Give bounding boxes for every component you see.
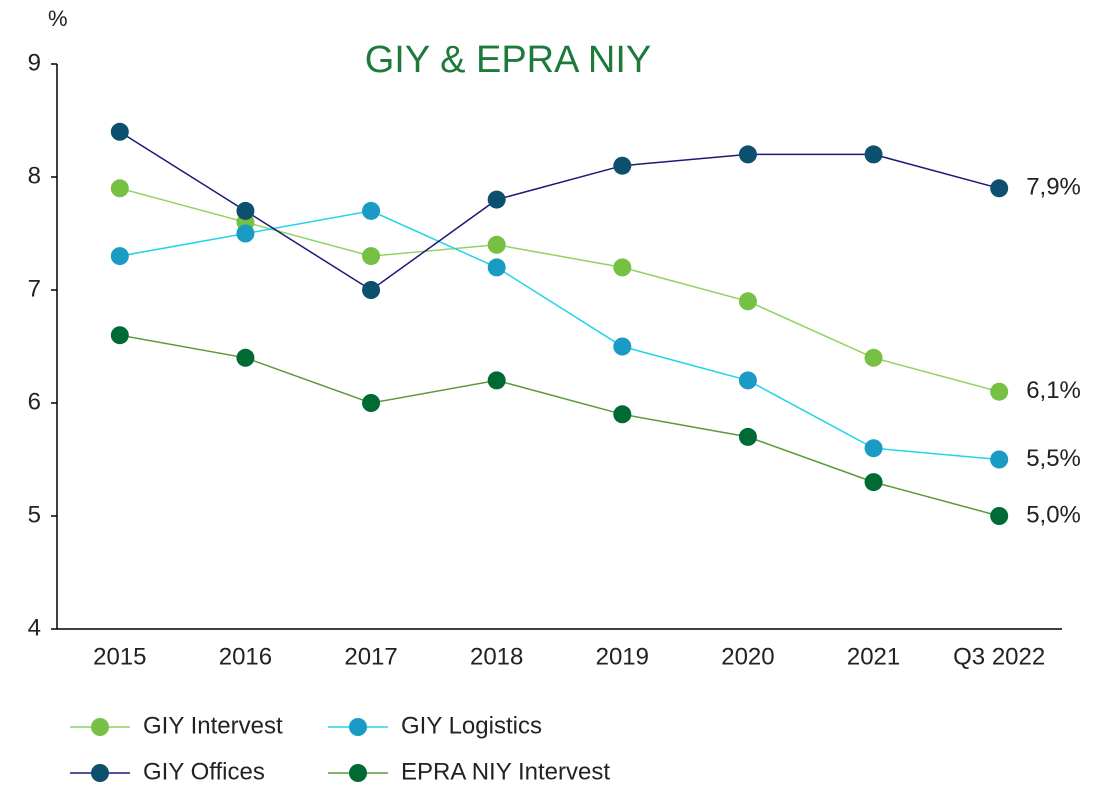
data-point [110, 179, 129, 198]
data-point [990, 179, 1009, 198]
y-tick-label: 8 [28, 162, 41, 189]
data-point [487, 235, 506, 254]
chart-title: GIY & EPRA NIY [365, 39, 652, 81]
y-axis-label: % [48, 6, 68, 31]
data-point [613, 156, 632, 175]
legend-label: EPRA NIY Intervest [401, 758, 610, 785]
series-line [119, 334, 1000, 517]
data-label: 7,9% [1026, 174, 1081, 201]
data-point [362, 201, 381, 220]
y-tick-label: 9 [28, 49, 41, 76]
data-point [362, 281, 381, 299]
data-point [864, 473, 883, 492]
data-point [487, 190, 506, 209]
y-tick-label: 7 [28, 275, 41, 302]
data-point [990, 382, 1009, 401]
data-point [362, 394, 381, 412]
legend-marker [91, 764, 109, 782]
x-tick-label: 2017 [344, 643, 397, 670]
data-point [738, 145, 757, 164]
series-line [119, 131, 1000, 291]
data-point [613, 337, 632, 356]
data-label: 6,1% [1026, 377, 1081, 404]
data-point [487, 371, 506, 390]
data-point [236, 348, 255, 367]
x-tick-label: 2019 [596, 643, 649, 670]
data-point [362, 247, 381, 266]
x-tick-label: 2020 [721, 643, 774, 670]
data-point [613, 405, 632, 424]
series-line [119, 187, 1000, 393]
data-point [110, 326, 129, 345]
data-point [110, 122, 129, 141]
legend-label: GIY Logistics [401, 712, 542, 739]
x-tick-label: 2021 [847, 643, 900, 670]
legend-marker [349, 764, 367, 782]
x-tick-label: 2018 [470, 643, 523, 670]
x-tick-label: 2016 [219, 643, 272, 670]
data-point [487, 258, 506, 277]
data-label: 5,0% [1026, 501, 1081, 528]
data-point [738, 427, 757, 446]
legend-label: GIY Intervest [143, 712, 283, 739]
data-point [236, 224, 255, 243]
data-point [864, 348, 883, 367]
data-point [990, 507, 1009, 525]
legend-marker [349, 718, 367, 736]
y-tick-label: 5 [28, 501, 41, 528]
data-point [864, 145, 883, 164]
legend-marker [91, 718, 109, 736]
data-label: 5,5% [1026, 445, 1081, 472]
x-tick-label: Q3 2022 [953, 643, 1045, 670]
y-tick-label: 4 [28, 614, 41, 641]
x-tick-label: 2015 [93, 643, 146, 670]
data-point [990, 450, 1009, 469]
data-point [613, 258, 632, 277]
series-line [119, 210, 1000, 461]
data-point [738, 371, 757, 390]
data-point [236, 201, 255, 220]
y-tick-label: 6 [28, 388, 41, 415]
data-point [110, 247, 129, 266]
legend-label: GIY Offices [143, 758, 265, 785]
data-point [864, 439, 883, 458]
data-point [738, 292, 757, 311]
